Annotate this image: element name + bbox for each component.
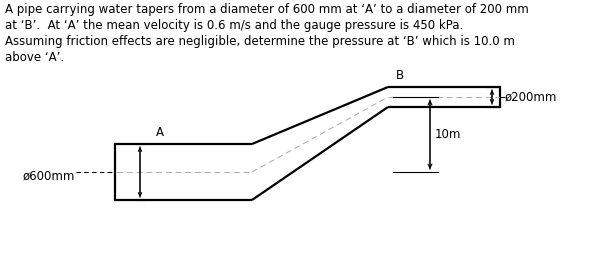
Text: above ‘A’.: above ‘A’. xyxy=(5,51,64,64)
Text: Assuming friction effects are negligible, determine the pressure at ‘B’ which is: Assuming friction effects are negligible… xyxy=(5,35,515,48)
Text: at ‘B’.  At ‘A’ the mean velocity is 0.6 m/s and the gauge pressure is 450 kPa.: at ‘B’. At ‘A’ the mean velocity is 0.6 … xyxy=(5,19,464,32)
Text: ø600mm: ø600mm xyxy=(22,170,75,183)
Text: ø200mm: ø200mm xyxy=(505,91,557,104)
Text: B: B xyxy=(396,69,404,82)
Text: A pipe carrying water tapers from a diameter of 600 mm at ‘A’ to a diameter of 2: A pipe carrying water tapers from a diam… xyxy=(5,3,529,16)
Text: A: A xyxy=(156,126,164,139)
Text: 10m: 10m xyxy=(435,128,461,141)
